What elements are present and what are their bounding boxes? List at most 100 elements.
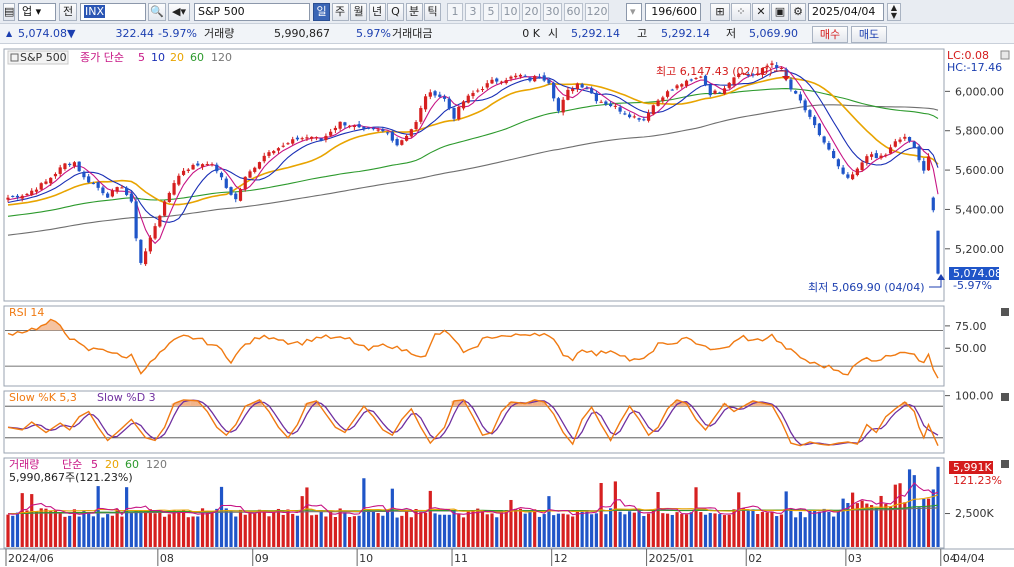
slowd-line	[7, 399, 939, 446]
volume-bar	[77, 516, 81, 547]
volume-bar	[770, 511, 774, 547]
volume-bar	[362, 478, 366, 547]
volume-legend: 거래량 단순 5 20 60 120	[9, 458, 167, 471]
period-button-0[interactable]: 일	[313, 3, 330, 21]
interval-button-5[interactable]: 5	[483, 3, 499, 21]
candle-body	[656, 100, 660, 106]
volume-bar	[253, 513, 257, 547]
candle-body	[219, 172, 224, 178]
price-tick-label: 6,000.00	[955, 85, 1004, 98]
period-button-5[interactable]: 분	[405, 3, 423, 21]
candle-body	[518, 74, 523, 77]
count-field[interactable]: 196/600	[645, 3, 701, 21]
candle-body	[936, 230, 940, 274]
candle-body	[798, 94, 803, 101]
slowd-title: Slow %D 3	[97, 391, 156, 404]
volume-bar	[518, 508, 523, 547]
menu-icon[interactable]: ▤	[3, 3, 15, 21]
period-button-4[interactable]: Q	[387, 3, 404, 21]
interval-button-120[interactable]: 120	[585, 3, 609, 21]
candle-body	[651, 105, 655, 115]
cross-icon[interactable]: ✕	[752, 3, 770, 21]
stoch-close-icon[interactable]	[1001, 393, 1009, 401]
candle-body	[718, 92, 722, 94]
candle-body	[286, 143, 290, 145]
period-button-6[interactable]: 틱	[424, 3, 441, 21]
lc-label: LC:0.08	[947, 49, 989, 62]
candle-body	[386, 132, 390, 134]
candle-body	[134, 201, 138, 239]
candle-body	[229, 187, 233, 195]
date-stepper[interactable]: ▲ ▼	[887, 3, 901, 21]
interval-button-1[interactable]: 1	[447, 3, 463, 21]
volume-bar	[684, 514, 689, 547]
candle-body	[129, 193, 133, 202]
save-icon[interactable]: ▣	[771, 3, 789, 21]
interval-button-20[interactable]: 20	[522, 3, 541, 21]
candle-body	[34, 189, 39, 192]
ma60-line	[7, 88, 939, 217]
candle-body	[528, 77, 532, 81]
chart-grid-icon[interactable]: ⊞	[710, 3, 730, 21]
period-button-3[interactable]: 년	[368, 3, 386, 21]
volume-bar	[784, 491, 788, 547]
volume-bar	[191, 516, 195, 547]
volume-bar	[257, 509, 262, 547]
volume-bar	[186, 517, 190, 547]
volume-bar	[537, 516, 542, 547]
volume-bar	[893, 484, 897, 547]
interval-button-3[interactable]: 3	[465, 3, 481, 21]
candle-body	[680, 84, 684, 87]
gear-icon[interactable]: ⚙	[790, 3, 806, 21]
code-input[interactable]: INX	[80, 3, 146, 21]
candle-body	[262, 155, 266, 162]
pane-buttons[interactable]	[1000, 50, 1010, 468]
volume-bar	[694, 487, 698, 547]
candle-body	[15, 195, 20, 198]
x-tick-label: 04	[943, 552, 957, 565]
dots-icon[interactable]: ⁘	[731, 3, 751, 21]
volume-bar	[295, 515, 300, 547]
market-select[interactable]: 업 ▾	[18, 3, 56, 21]
rsi-close-icon[interactable]	[1001, 308, 1009, 316]
volume-bar	[547, 496, 551, 547]
interval-button-30[interactable]: 30	[543, 3, 562, 21]
volume-bar	[637, 509, 641, 547]
candle-body	[367, 127, 371, 129]
search-icon[interactable]: 🔍	[148, 3, 166, 21]
speaker-icon[interactable]: ◀▾	[168, 3, 190, 21]
interval-dropdown[interactable]: ▾	[626, 3, 642, 21]
volume-bar	[670, 514, 674, 547]
volume-bar	[789, 508, 793, 547]
candle-body	[419, 108, 423, 122]
volume-bar	[632, 512, 636, 547]
candle-body	[499, 81, 504, 83]
prev-button[interactable]: 전	[59, 3, 77, 21]
ma10-legend: 10	[151, 51, 165, 64]
collapse-icon[interactable]: ▲	[6, 29, 13, 38]
candle-body	[832, 151, 836, 159]
rsi-pane-frame	[3, 305, 945, 387]
volume-bar	[917, 507, 921, 547]
interval-button-60[interactable]: 60	[564, 3, 583, 21]
candle-body	[53, 173, 58, 177]
date-field[interactable]: 2025/04/04	[808, 3, 884, 21]
volume-bar	[438, 514, 442, 547]
period-button-2[interactable]: 월	[350, 3, 367, 21]
stock-chart[interactable]: 6,000.00 5,800.00 5,600.00 5,400.00 5,200.00…	[0, 44, 1014, 567]
interval-button-10[interactable]: 10	[501, 3, 520, 21]
volume-bar	[44, 508, 48, 547]
candle-body	[907, 136, 912, 141]
volume-bar	[817, 511, 821, 547]
volume-close-icon[interactable]	[1001, 460, 1009, 468]
volume-bar	[15, 512, 20, 547]
buy-button[interactable]: 매수	[812, 26, 848, 43]
x-tick-label: 03	[848, 552, 862, 565]
candle-body	[348, 125, 352, 127]
sell-button[interactable]: 매도	[851, 26, 887, 43]
period-button-1[interactable]: 주	[331, 3, 349, 21]
candle-body	[485, 83, 489, 88]
volume-bar	[514, 508, 518, 547]
volume-bar	[794, 517, 798, 547]
vma20-line	[7, 494, 939, 515]
